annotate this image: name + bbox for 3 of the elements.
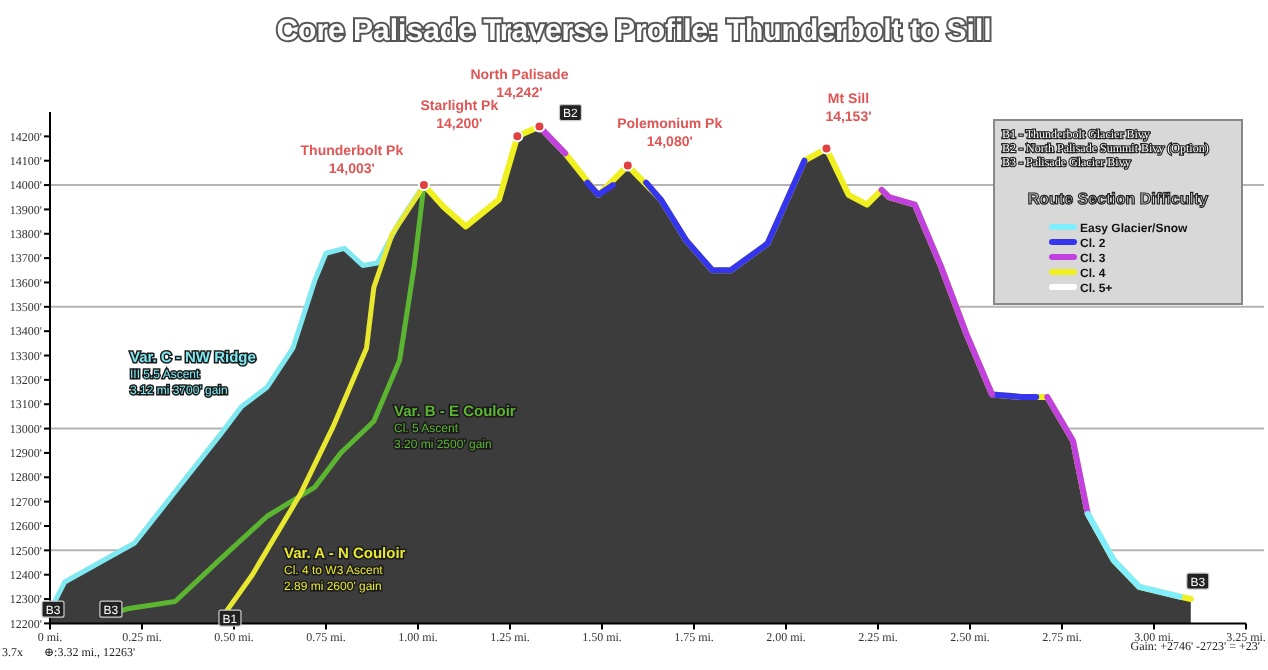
legend-title: Route Section Difficulty — [1027, 190, 1210, 208]
line-series — [1084, 510, 1183, 600]
chart-title: Core Palisade Traverse Profile: Thunderbolt to Sill — [276, 14, 992, 48]
